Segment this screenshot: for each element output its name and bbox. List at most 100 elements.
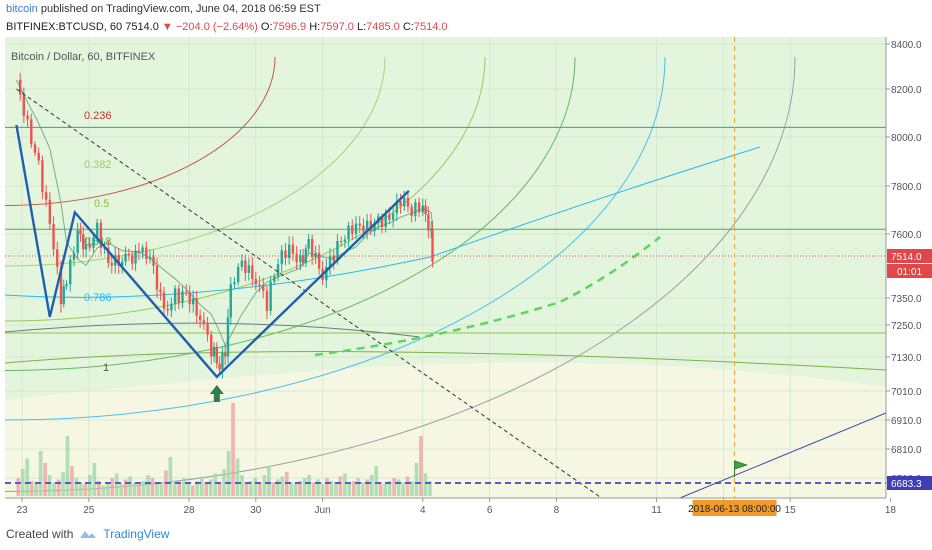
candle-body — [414, 202, 417, 216]
volume-bar — [316, 479, 320, 496]
candle-body — [215, 346, 219, 364]
candle-body — [37, 152, 40, 161]
candles — [15, 72, 434, 379]
candle-body — [198, 315, 202, 321]
volume-bar — [195, 481, 200, 496]
y-tick-label: 7010.0 — [891, 387, 922, 398]
y-tick-label: 7800.0 — [891, 182, 922, 193]
volume-bar — [240, 475, 244, 496]
volume-bar — [266, 466, 271, 496]
candle-body — [417, 202, 421, 213]
volume-bar — [74, 478, 79, 496]
candle-body — [226, 317, 230, 357]
candle-body — [79, 230, 82, 235]
x-tick-label: 11 — [651, 505, 662, 516]
symbol-label: BITFINEX:BTCUSD, 60 — [6, 21, 123, 33]
volume-bar — [83, 484, 88, 496]
candle-body — [247, 265, 251, 273]
volume-bar — [114, 473, 119, 496]
volume-bar — [410, 481, 414, 496]
volume-bar — [338, 476, 343, 496]
candle-body — [328, 255, 332, 267]
candle-body — [427, 214, 430, 231]
volume-bar — [423, 473, 428, 496]
level-tag: 6683.3 — [891, 479, 922, 490]
candle-body — [369, 220, 373, 232]
volume-bar — [105, 482, 110, 496]
candle-body — [59, 266, 63, 305]
candle-body — [325, 266, 328, 281]
volume-bar — [405, 476, 410, 496]
chart-background — [5, 37, 886, 498]
x-tick-label: 4 — [420, 505, 426, 516]
volume-bar — [146, 475, 150, 496]
volume-bar — [378, 482, 383, 496]
candle-body — [99, 222, 103, 248]
candle-body — [240, 260, 244, 267]
volume-bar — [347, 484, 352, 496]
candle-body — [380, 216, 384, 227]
fib-arc-lower — [5, 351, 886, 371]
y-tick-label: 6910.0 — [891, 416, 922, 427]
candle-body — [124, 253, 127, 262]
candle-body — [365, 220, 369, 232]
candle-body — [166, 308, 169, 311]
candle-body — [406, 197, 410, 207]
volume-bar — [401, 482, 405, 496]
bg-zone-upper — [5, 37, 886, 400]
candle-body — [347, 225, 350, 240]
volume-bar — [177, 482, 182, 496]
volume-bar — [298, 481, 302, 496]
y-tick-label: 7350.0 — [891, 294, 922, 305]
level-tag-bg — [887, 476, 932, 490]
candle-body — [373, 223, 376, 232]
candle-body — [56, 249, 59, 267]
candle-body — [117, 255, 120, 266]
volume-bar — [320, 484, 325, 496]
publish-header: bitcoin published on TradingView.com, Ju… — [6, 3, 321, 15]
candle-body — [210, 334, 213, 357]
volume-bar — [168, 457, 173, 496]
candle-body — [310, 239, 314, 258]
volume-bar — [141, 481, 146, 496]
candle-body — [391, 213, 395, 220]
tradingview-link[interactable]: TradingView — [103, 527, 170, 541]
candle-body — [33, 144, 37, 153]
axis-tags: 7514.0 01:01 6683.3 2018-06-13 08:00:00 — [688, 249, 932, 516]
volume-bar — [61, 472, 65, 496]
x-tick-label: 28 — [183, 505, 195, 516]
fib-arc — [5, 56, 486, 322]
volume-bar — [96, 481, 101, 496]
author-link[interactable]: bitcoin — [6, 3, 38, 15]
volume-bar — [289, 482, 294, 496]
candle-body — [162, 292, 166, 309]
volume-bar — [186, 484, 191, 496]
pattern-lines — [15, 124, 410, 379]
candle-body — [233, 282, 236, 285]
volume-bar — [190, 485, 195, 496]
volume-bar — [132, 482, 137, 496]
candle-body — [134, 250, 137, 264]
volume-bar — [70, 466, 74, 496]
volume-bar — [293, 484, 298, 496]
candle-body — [384, 214, 387, 227]
volume-bar — [52, 482, 56, 496]
volume-bar — [150, 478, 155, 496]
low-value: 7485.0 — [366, 21, 400, 33]
volume-bar — [128, 476, 132, 496]
candle-body — [288, 244, 291, 259]
volume-bar — [56, 479, 61, 496]
ascending-line — [679, 412, 886, 498]
volume-bar — [419, 436, 423, 496]
y-tick-label: 8200.0 — [891, 85, 922, 96]
candle-body — [276, 264, 280, 277]
published-text: published on TradingView.com, June 04, 2… — [40, 3, 321, 15]
candle-body — [181, 291, 184, 303]
candle-body — [127, 253, 131, 256]
candle-body — [388, 214, 391, 220]
candle-body — [395, 200, 399, 214]
candle-body — [170, 303, 173, 311]
candle-body — [354, 223, 358, 234]
